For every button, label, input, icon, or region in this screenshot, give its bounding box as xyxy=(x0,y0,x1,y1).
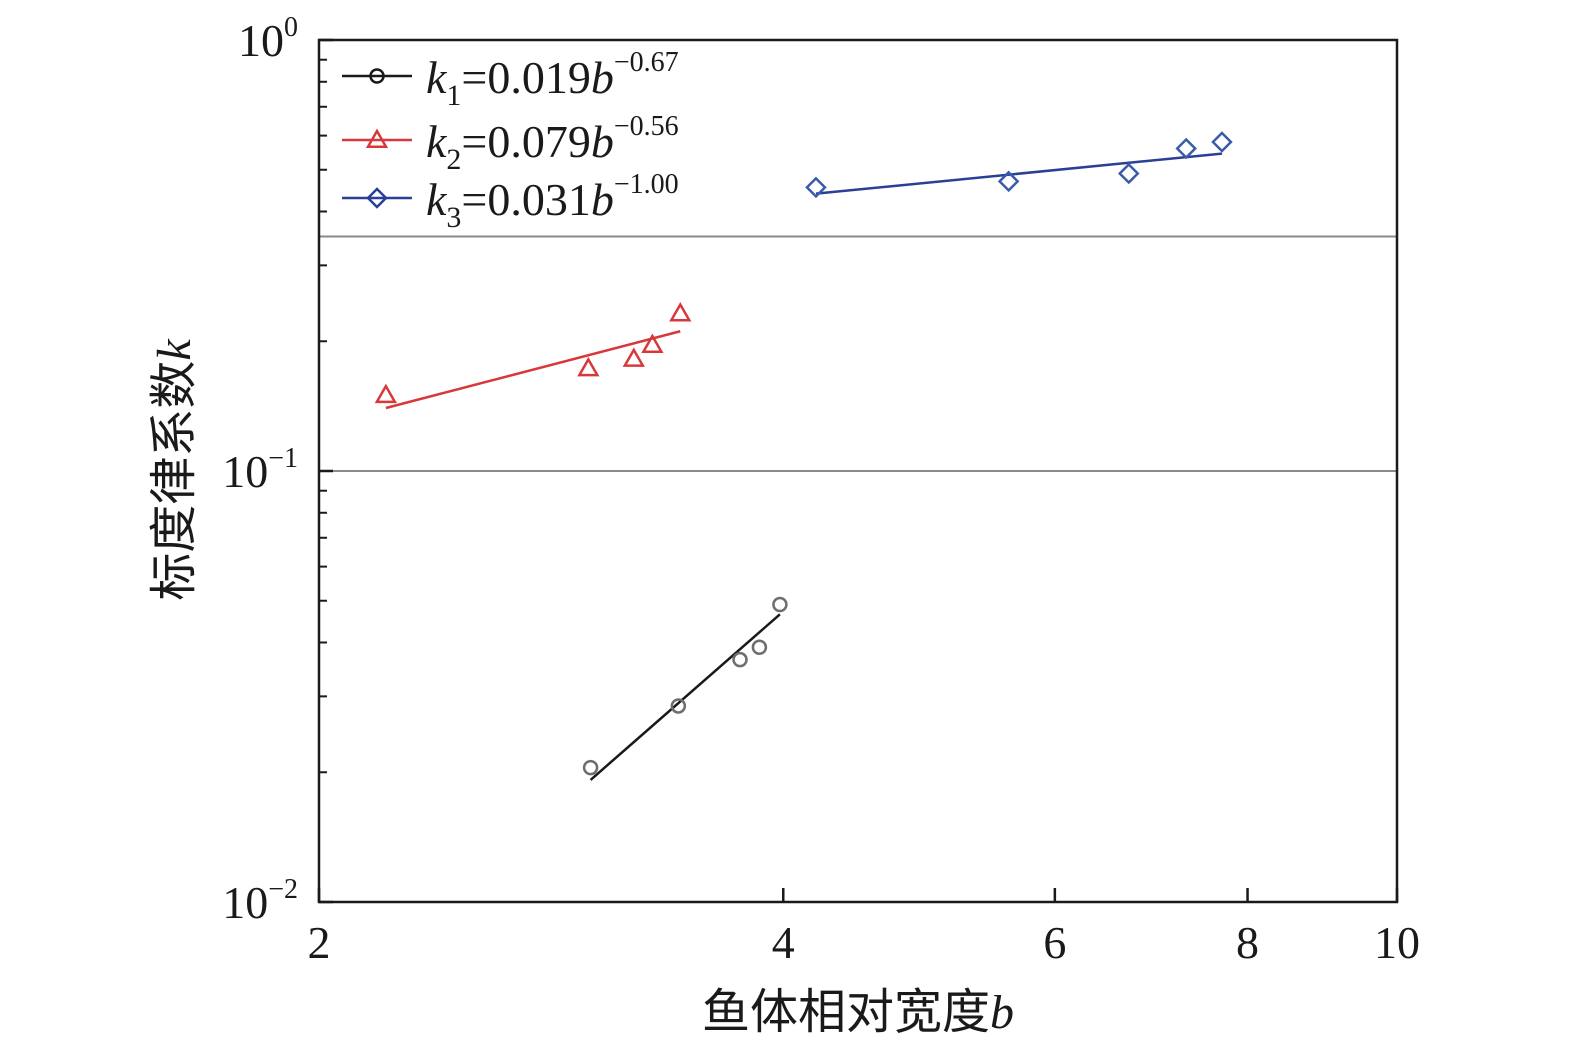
point-series-2 xyxy=(622,347,645,367)
y-tick-label: 10−2 xyxy=(222,874,298,928)
legend-marker-series-1 xyxy=(369,68,385,84)
legend-marker-series-3 xyxy=(366,187,388,209)
legend-label-series-2: k2=0.079b−0.56 xyxy=(426,111,679,176)
legend-label-series-1: k1=0.019b−0.67 xyxy=(426,47,679,112)
point-series-3 xyxy=(997,170,1020,193)
y-tick-label: 10−1 xyxy=(222,443,298,497)
y-tick-label: 100 xyxy=(238,12,298,66)
fit-line-series-2 xyxy=(385,330,681,410)
legend-marker-series-2 xyxy=(365,128,389,148)
point-series-1 xyxy=(732,651,748,668)
x-tick-label: 2 xyxy=(308,917,331,968)
x-tick-label: 10 xyxy=(1374,917,1420,968)
x-axis-ticks: 2 4 6 8 10 xyxy=(308,888,1420,968)
point-series-1 xyxy=(670,698,687,714)
point-series-1 xyxy=(751,639,768,656)
point-series-2 xyxy=(669,301,692,322)
point-series-2 xyxy=(374,383,398,404)
point-series-3 xyxy=(1211,131,1233,153)
x-tick-label: 6 xyxy=(1043,917,1066,968)
point-series-3 xyxy=(805,176,827,199)
fit-line-series-1 xyxy=(589,613,781,781)
legend: k1=0.019b−0.67k2=0.079b−0.56k3=0.031b−1.… xyxy=(342,47,679,234)
point-series-1 xyxy=(772,596,788,613)
data-points xyxy=(374,131,1233,776)
point-series-1 xyxy=(582,759,599,776)
point-series-3 xyxy=(1117,162,1140,185)
x-tick-label: 4 xyxy=(772,917,795,968)
point-series-2 xyxy=(641,333,664,354)
legend-label-series-3: k3=0.031b−1.00 xyxy=(426,169,679,234)
reference-lines xyxy=(319,235,1397,472)
point-series-2 xyxy=(577,356,600,377)
x-axis-label: 鱼体相对宽度b xyxy=(702,986,1014,1039)
y-axis-ticks: 10−2 10−1 100 xyxy=(222,12,333,928)
x-tick-label: 8 xyxy=(1236,917,1259,968)
fit-lines xyxy=(385,152,1223,781)
y-axis-label: 标度律系数k xyxy=(148,338,201,601)
fit-line-series-3 xyxy=(815,152,1223,195)
point-series-3 xyxy=(1175,137,1197,160)
